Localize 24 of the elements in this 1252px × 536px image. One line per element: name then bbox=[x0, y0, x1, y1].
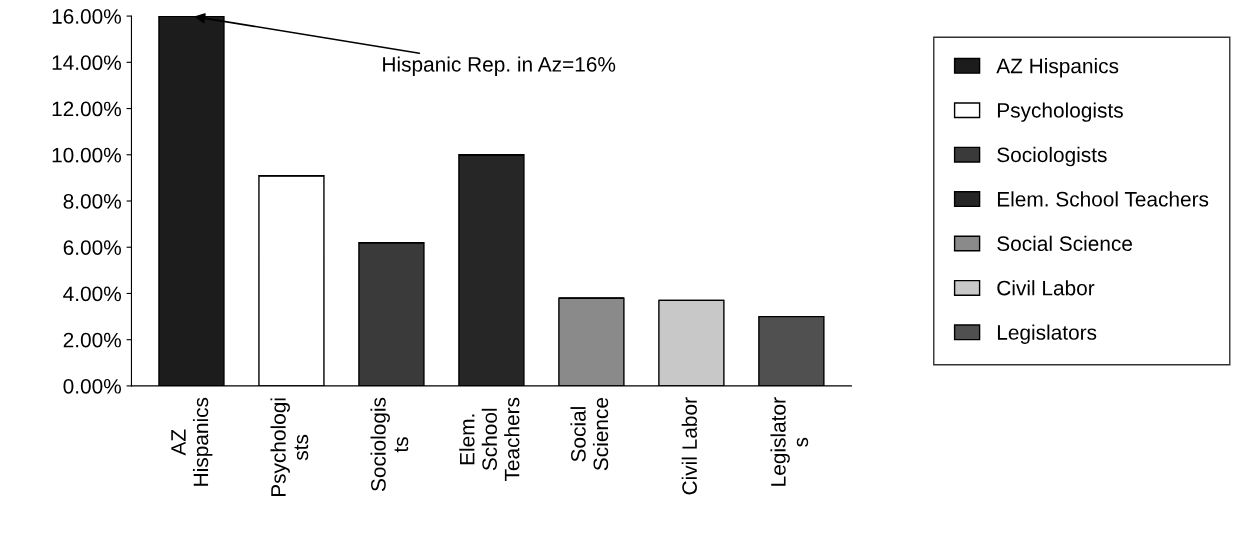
annotation: Hispanic Rep. in Az=16% bbox=[383, 56, 616, 76]
x-tick-label: Sociologis ts bbox=[370, 397, 409, 492]
legend-label: Sociologists bbox=[997, 146, 1107, 167]
y-tick-label: 8.00% bbox=[63, 194, 121, 209]
x-tick-label: Civil Labor bbox=[681, 397, 697, 495]
y-tick-label: 0.00% bbox=[63, 378, 121, 394]
y-tick-label: 10.00% bbox=[52, 147, 121, 163]
legend-label: Elem. School Teachers bbox=[997, 191, 1209, 207]
y-tick-label: 14.00% bbox=[52, 55, 121, 71]
legend-label: Civil Labor bbox=[997, 280, 1095, 296]
legend-label: Psychologists bbox=[997, 102, 1123, 122]
legend-label: Social Science bbox=[997, 235, 1132, 252]
y-tick-label: 4.00% bbox=[63, 286, 121, 302]
x-tick-label: Legislator s bbox=[770, 397, 809, 486]
x-tick-label: Social Science bbox=[570, 397, 609, 471]
x-tick-label: AZ Hispanics bbox=[171, 397, 213, 486]
y-tick-label: 2.00% bbox=[63, 332, 121, 348]
y-tick-label: 16.00% bbox=[52, 9, 121, 24]
legend-label: AZ Hispanics bbox=[996, 58, 1119, 78]
x-tick-label: Psychologi sts bbox=[270, 398, 309, 497]
x-tick-label: Elem. School Teachers bbox=[459, 397, 520, 482]
y-tick-label: 6.00% bbox=[63, 240, 121, 255]
legend-label: Legislators bbox=[997, 324, 1097, 344]
y-tick-label: 12.00% bbox=[52, 101, 121, 117]
